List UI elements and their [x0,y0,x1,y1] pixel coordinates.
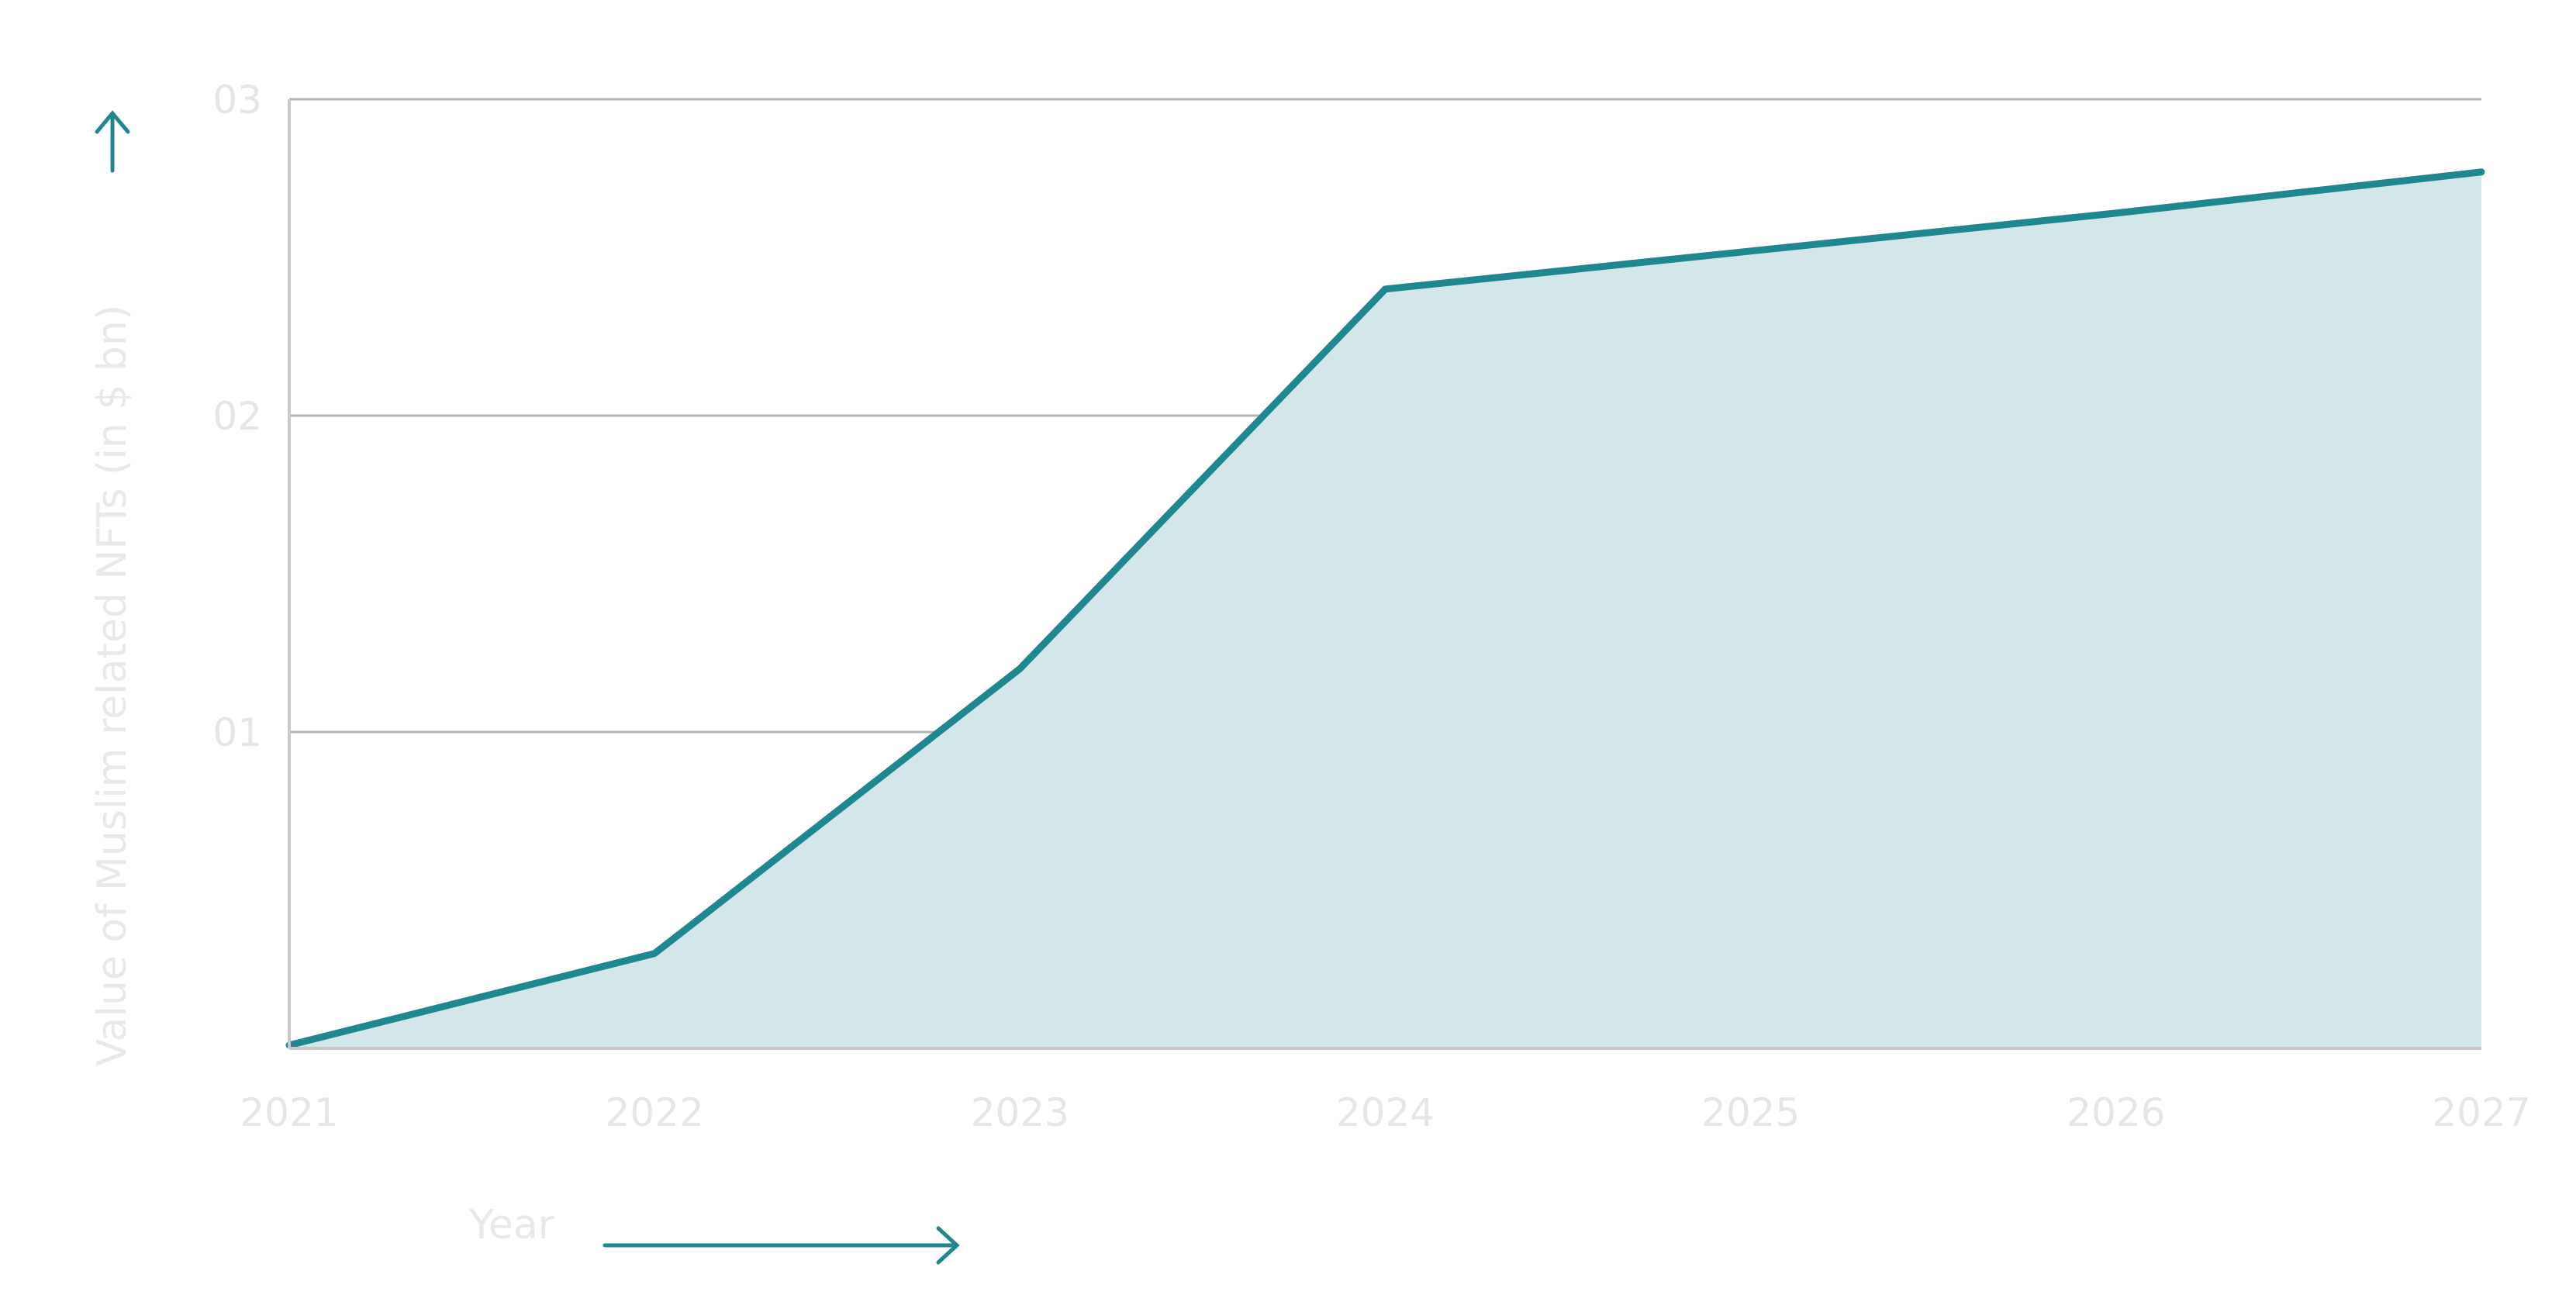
x-tick-label-2027: 2027 [2432,1090,2530,1135]
y-tick-label-02: 02 [212,394,262,439]
series-line [285,168,2485,1049]
y-axis-title: Value of Muslim related NFTs (in $ bn) [89,305,136,1066]
y-tick-label-03: 03 [212,78,262,123]
right-arrow-icon [603,1226,960,1265]
x-tick-label-2026: 2026 [2067,1090,2165,1135]
x-tick-label-2023: 2023 [971,1090,1069,1135]
x-tick-label-2024: 2024 [1336,1090,1435,1135]
area-fill [289,171,2481,1048]
x-axis-title: Year [468,1202,555,1248]
up-arrow-icon [95,110,130,173]
y-tick-labels: 01 02 03 [212,78,262,755]
x-tick-label-2025: 2025 [1701,1090,1800,1135]
x-tick-label-2021: 2021 [240,1090,338,1135]
axes [288,99,2481,1050]
x-tick-label-2022: 2022 [606,1090,704,1135]
x-tick-labels: 2021 2022 2023 2024 2025 2026 2027 [240,1090,2530,1135]
y-tick-label-01: 01 [212,710,262,755]
